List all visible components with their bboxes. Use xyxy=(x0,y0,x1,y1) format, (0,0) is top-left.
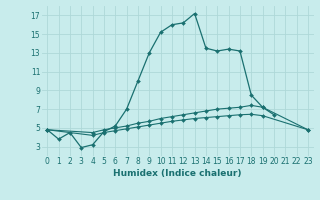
X-axis label: Humidex (Indice chaleur): Humidex (Indice chaleur) xyxy=(113,169,242,178)
